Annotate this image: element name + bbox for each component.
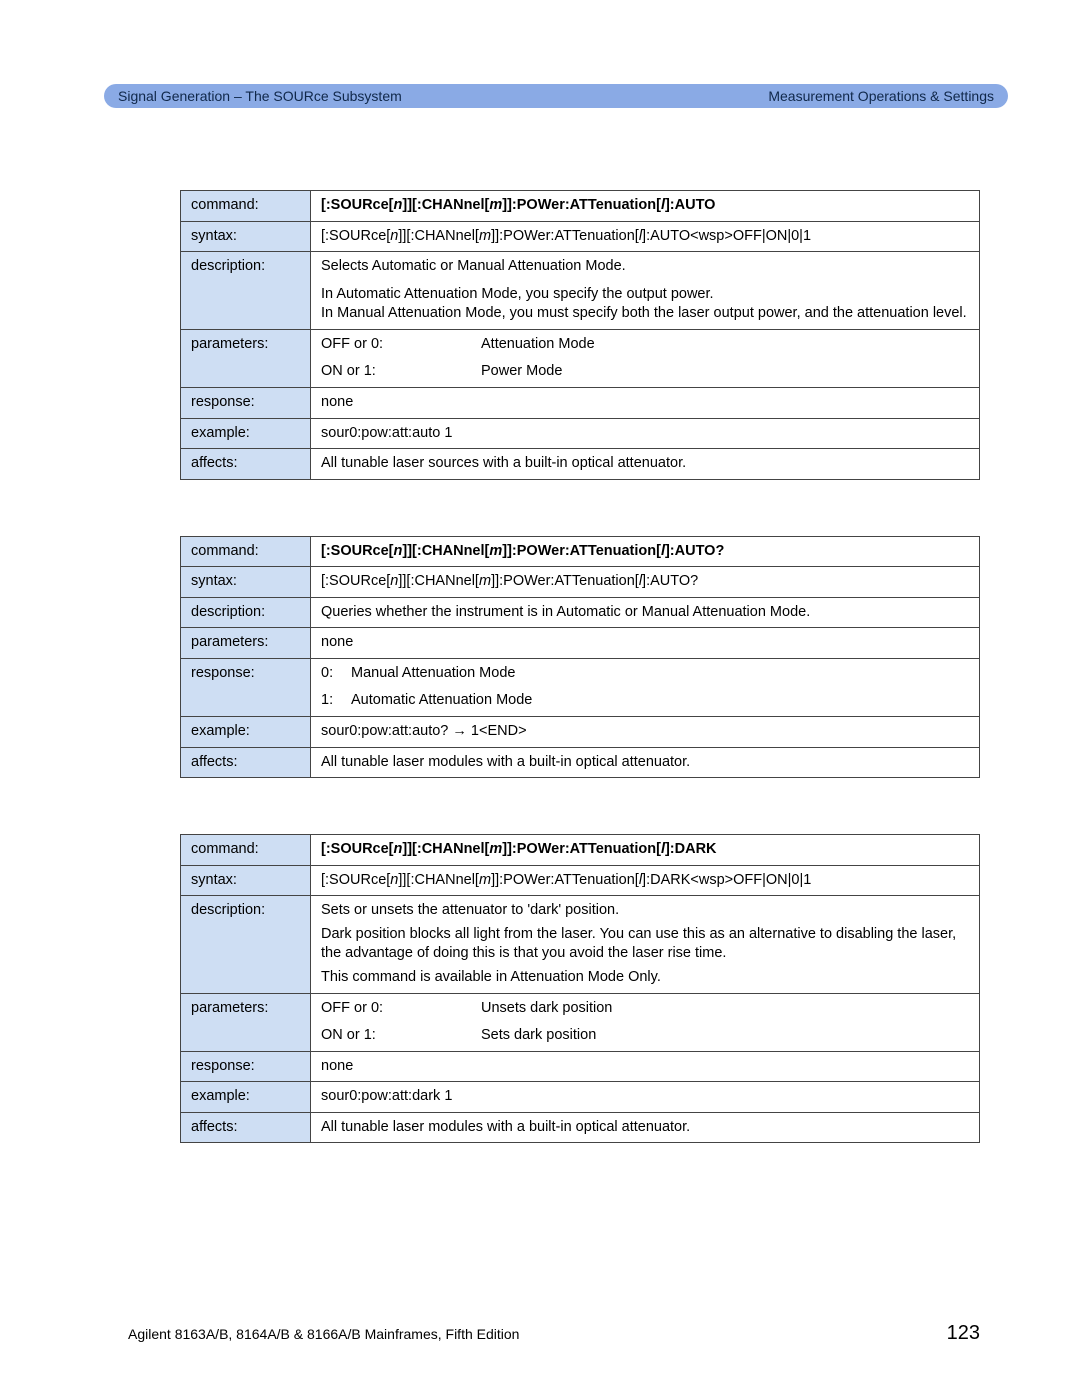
row-label-command: command: [181,536,311,567]
syntax-cell: [:SOURce[n]][:CHANnel[m]]:POWer:ATTenuat… [311,567,980,598]
row-label-response: response: [181,1051,311,1082]
affects-cell: All tunable laser modules with a built-i… [311,1112,980,1143]
header-left: Signal Generation – The SOURce Subsystem [118,88,768,104]
row-label-syntax: syntax: [181,865,311,896]
command-cell: [:SOURce[n]][:CHANnel[m]]:POWer:ATTenuat… [311,835,980,866]
response-cell: 0: Manual Attenuation Mode 1: Automatic … [311,658,980,716]
row-label-example: example: [181,418,311,449]
description-cell: Selects Automatic or Manual Attenuation … [311,252,980,330]
description-cell: Sets or unsets the attenuator to 'dark' … [311,896,980,993]
row-label-parameters: parameters: [181,993,311,1051]
command-text: [:SOURce[n]][:CHANnel[m]]:POWer:ATTenuat… [321,841,717,857]
syntax-cell: [:SOURce[n]][:CHANnel[m]]:POWer:ATTenuat… [311,865,980,896]
row-label-command: command: [181,191,311,222]
row-label-description: description: [181,252,311,330]
row-label-syntax: syntax: [181,567,311,598]
command-text: [:SOURce[n]][:CHANnel[m]]:POWer:ATTenuat… [321,197,715,213]
response-row: 1: Automatic Attenuation Mode [321,691,969,711]
content-area: command: [:SOURce[n]][:CHANnel[m]]:POWer… [180,190,980,1199]
command-table-3: command: [:SOURce[n]][:CHANnel[m]]:POWer… [180,834,980,1143]
response-row: 0: Manual Attenuation Mode [321,664,969,684]
row-label-description: description: [181,597,311,628]
row-label-example: example: [181,717,311,748]
header-bar: Signal Generation – The SOURce Subsystem… [104,84,1008,108]
response-cell: none [311,387,980,418]
row-label-description: description: [181,896,311,993]
row-label-command: command: [181,835,311,866]
param-row: ON or 1: Power Mode [321,362,969,382]
header-right: Measurement Operations & Settings [768,88,994,104]
footer-left: Agilent 8163A/B, 8164A/B & 8166A/B Mainf… [128,1326,519,1342]
row-label-affects: affects: [181,747,311,778]
parameters-cell: none [311,628,980,659]
row-label-response: response: [181,658,311,716]
command-cell: [:SOURce[n]][:CHANnel[m]]:POWer:ATTenuat… [311,536,980,567]
example-cell: sour0:pow:att:dark 1 [311,1082,980,1113]
command-table-2: command: [:SOURce[n]][:CHANnel[m]]:POWer… [180,536,980,779]
row-label-response: response: [181,387,311,418]
footer: Agilent 8163A/B, 8164A/B & 8166A/B Mainf… [128,1322,980,1345]
row-label-affects: affects: [181,1112,311,1143]
description-cell: Queries whether the instrument is in Aut… [311,597,980,628]
param-row: ON or 1: Sets dark position [321,1026,969,1046]
row-label-example: example: [181,1082,311,1113]
command-text: [:SOURce[n]][:CHANnel[m]]:POWer:ATTenuat… [321,543,724,559]
row-label-affects: affects: [181,449,311,480]
affects-cell: All tunable laser sources with a built-i… [311,449,980,480]
command-cell: [:SOURce[n]][:CHANnel[m]]:POWer:ATTenuat… [311,191,980,222]
row-label-parameters: parameters: [181,628,311,659]
row-label-syntax: syntax: [181,221,311,252]
example-cell: sour0:pow:att:auto 1 [311,418,980,449]
response-cell: none [311,1051,980,1082]
page-number: 123 [947,1322,980,1345]
param-row: OFF or 0: Attenuation Mode [321,335,969,355]
param-row: OFF or 0: Unsets dark position [321,999,969,1019]
parameters-cell: OFF or 0: Unsets dark position ON or 1: … [311,993,980,1051]
example-cell: sour0:pow:att:auto? → 1<END> [311,717,980,748]
affects-cell: All tunable laser modules with a built-i… [311,747,980,778]
parameters-cell: OFF or 0: Attenuation Mode ON or 1: Powe… [311,329,980,387]
command-table-1: command: [:SOURce[n]][:CHANnel[m]]:POWer… [180,190,980,480]
row-label-parameters: parameters: [181,329,311,387]
syntax-cell: [:SOURce[n]][:CHANnel[m]]:POWer:ATTenuat… [311,221,980,252]
